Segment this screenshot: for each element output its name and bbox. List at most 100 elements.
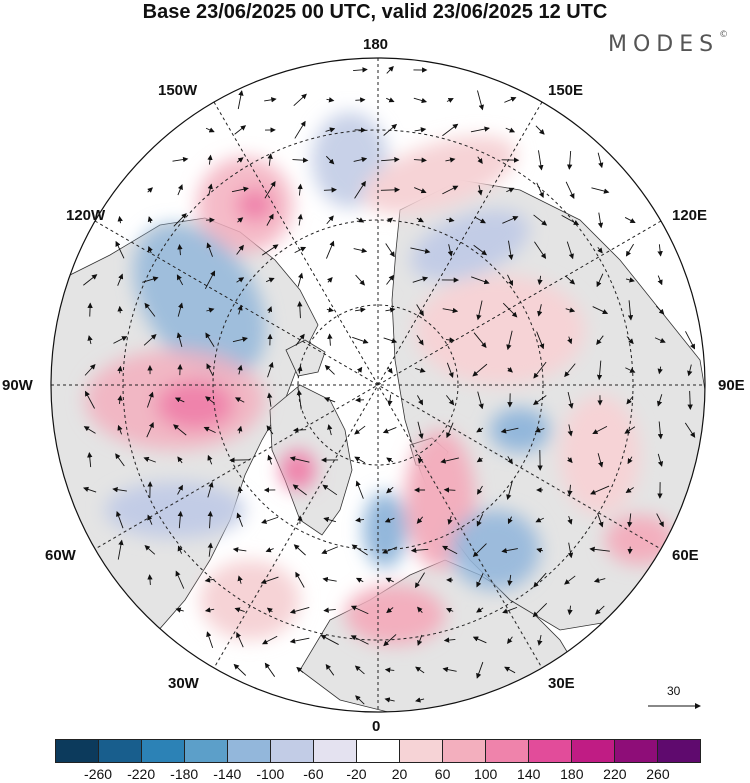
wind-arrow [262,635,278,645]
wind-arrow [323,607,336,613]
wind-arrow [234,125,247,135]
wind-arrow [387,366,393,374]
wind-arrow [320,634,339,645]
wind-arrow [533,214,548,226]
wind-arrow [385,307,396,313]
colorbar-swatch [442,740,485,762]
wind-arrow [353,67,368,73]
wind-arrow [143,456,156,463]
wind-arrow [445,395,455,406]
wind-arrow [624,426,636,434]
wind-arrow [324,397,336,403]
wind-arrow [146,391,154,408]
wind-arrow [414,127,427,133]
wind-arrow [146,422,154,438]
wind-arrow [536,547,544,553]
wind-arrow [289,456,310,463]
wind-arrow [326,97,335,103]
wind-arrow [506,187,515,193]
wind-arrow [596,273,604,288]
wind-arrow [657,453,664,467]
wind-arrow [655,305,665,315]
wind-arrow [385,577,394,583]
wind-arrow [204,607,215,613]
wind-arrow [567,457,573,464]
colorbar-tick-label: -220 [127,766,156,782]
wind-arrow [477,485,483,495]
wind-arrow [237,90,244,110]
colorbar-swatch [399,740,442,762]
wind-arrow [592,306,609,314]
wind-arrow [237,425,243,434]
wind-arrow [206,307,215,313]
wind-arrow [590,485,610,495]
wind-arrow [507,636,513,645]
wind-arrow [117,215,123,224]
wind-arrow [237,486,243,494]
wind-arrow [687,390,693,410]
wind-arrow [204,577,215,583]
wind-arrow [506,330,513,351]
wind-arrow [144,545,156,555]
wind-arrow [147,187,153,193]
wind-arrow [595,605,605,615]
wind-arrow [507,366,513,373]
wind-arrow [381,156,400,163]
wind-arrow [267,392,273,407]
wind-arrow [417,634,423,646]
colorbar [55,739,701,763]
wind-arrow [203,426,216,434]
wind-arrow [567,424,573,437]
wind-arrow [264,97,277,103]
wind-arrow [292,157,309,163]
wind-arrow [113,336,128,344]
wind-arrow [386,97,395,103]
wind-arrow [174,397,185,403]
wind-arrow [353,247,368,254]
wind-arrow [386,457,394,463]
wind-arrow [442,307,459,314]
wind-arrow [387,217,394,224]
wind-arrow [505,127,516,133]
wind-arrow [501,547,518,554]
lon-label-60e: 60E [672,547,699,564]
wind-arrow [538,150,544,171]
wind-arrow [354,456,366,464]
wind-arrow [564,575,576,585]
wind-arrow [356,366,363,373]
wind-arrow [625,277,635,283]
wind-arrow [353,156,368,163]
wind-arrow [234,397,245,403]
wind-arrow [416,304,424,317]
wind-arrow [502,216,519,224]
colorbar-tick-label: -140 [213,766,242,782]
wind-arrow [473,244,488,256]
chart-title: Base 23/06/2025 00 UTC, valid 23/06/2025… [142,1,608,23]
wind-arrow [237,364,243,375]
wind-arrow [416,217,424,223]
wind-arrow [413,157,427,163]
wind-arrow [325,155,335,165]
colorbar-swatch [356,740,399,762]
wind-arrow [445,607,454,613]
wind-arrow [116,510,124,529]
colorbar-tick-label: 20 [391,766,408,782]
wind-vectors [83,65,696,705]
wind-arrow [536,331,545,350]
wind-arrow [264,180,276,199]
wind-arrow [567,336,573,345]
wind-arrow [477,185,483,196]
wind-arrow [476,661,484,679]
wind-arrow [476,513,484,527]
wind-arrow [261,516,279,524]
wind-arrow [237,575,243,584]
wind-arrow [144,302,156,317]
wind-arrow [294,246,307,254]
wind-arrow [534,241,547,259]
wind-arrow [657,366,663,375]
wind-arrow [260,576,279,584]
wind-arrow [350,605,369,615]
wind-arrow [384,697,395,703]
wind-arrow [147,514,153,525]
